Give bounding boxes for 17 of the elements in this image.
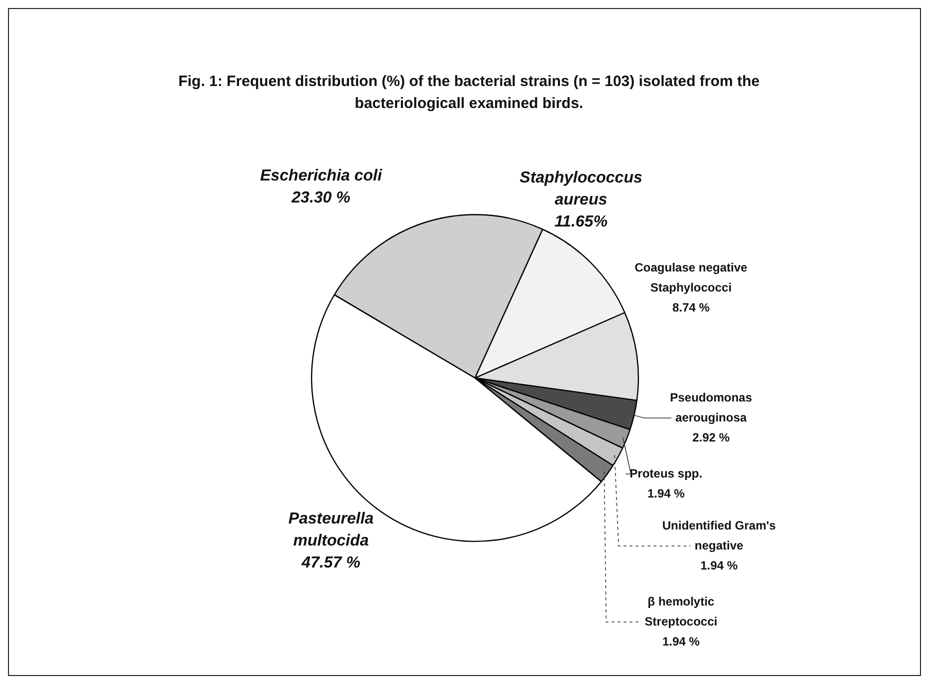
data-label: 47.57 % (300, 554, 360, 572)
slice-label: Coagulase negative Staphylococci (634, 260, 748, 294)
data-label: 1.94 % (700, 558, 738, 572)
data-label: 11.65% (554, 213, 608, 230)
slice-label: Staphylococcus aureus (520, 169, 642, 208)
data-label: 2.92 % (692, 430, 730, 444)
slice-label: β hemolytic Streptococci (644, 594, 718, 628)
data-label: 1.94 % (647, 486, 686, 500)
data-label: 8.74 % (672, 300, 710, 314)
slice-label: Escherichia coli (260, 167, 382, 184)
chart-title: Fig. 1: Frequent distribution (%) of the bacterial strains (n = 103) isolated from the bacteriologicall examined birds. (177, 72, 761, 114)
data-label: 1.94 % (662, 634, 700, 648)
data-label: 23.30 % (290, 189, 350, 206)
slice-label: Pseudomonas aerouginosa (670, 390, 752, 424)
slice-label: Unidentified Gram's negative (662, 518, 776, 552)
slice-label: Pasteurella multocida (288, 510, 374, 550)
slice-label: Proteus spp. (630, 466, 702, 480)
